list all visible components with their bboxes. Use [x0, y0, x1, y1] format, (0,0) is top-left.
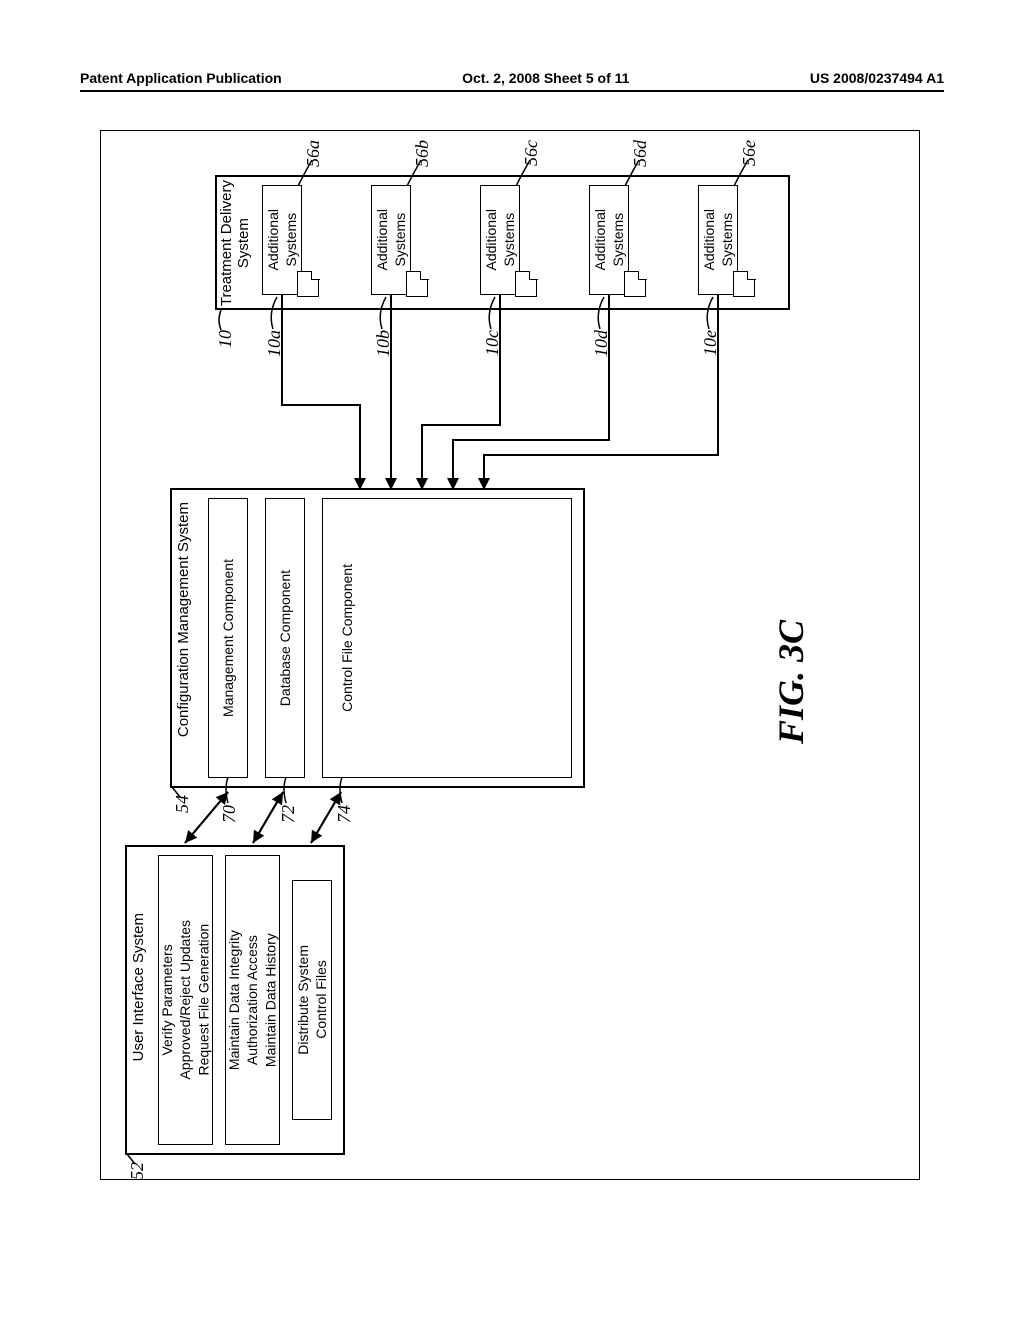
page-header: Patent Application Publication Oct. 2, 2…: [80, 70, 944, 92]
ref-10a: 10a: [264, 330, 285, 357]
tds-item-2-text: Additional Systems: [482, 209, 518, 271]
cms-comp-1-text: Management Component: [219, 559, 237, 717]
cms-comp-2: Database Component: [265, 498, 305, 778]
cms-comp-1: Management Component: [208, 498, 248, 778]
doc-icon-0: [297, 271, 319, 297]
tds-title: Treatment Delivery System: [218, 180, 252, 306]
ref-56d: 56d: [630, 140, 651, 167]
doc-icon-4: [733, 271, 755, 297]
tds-item-1-text: Additional Systems: [373, 209, 409, 271]
ref-10c: 10c: [482, 330, 503, 356]
doc-icon-1: [406, 271, 428, 297]
ui-box-2: Maintain Data Integrity Authorization Ac…: [225, 855, 280, 1145]
ref-10b: 10b: [373, 330, 394, 357]
ref-74: 74: [334, 805, 355, 823]
cms-comp-3-text: Control File Component: [338, 564, 356, 712]
cms-comp-3: Control File Component: [322, 498, 572, 778]
ref-52: 52: [127, 1162, 148, 1180]
cms-comp-2-text: Database Component: [276, 570, 294, 706]
tds-item-0-text: Additional Systems: [264, 209, 300, 271]
figure-label: FIG. 3C: [770, 620, 812, 744]
tds-item-3: Additional Systems: [589, 185, 629, 295]
ref-56b: 56b: [412, 140, 433, 167]
ui-box-1-text: Verify Parameters Approved/Reject Update…: [158, 920, 213, 1080]
ui-box-3: Distribute System Control Files: [292, 880, 332, 1120]
ref-56c: 56c: [521, 140, 542, 166]
header-center: Oct. 2, 2008 Sheet 5 of 11: [462, 70, 629, 86]
ref-10e: 10e: [700, 330, 721, 356]
tds-item-1: Additional Systems: [371, 185, 411, 295]
ref-10: 10: [215, 330, 236, 348]
tds-item-4: Additional Systems: [698, 185, 738, 295]
ui-box-1: Verify Parameters Approved/Reject Update…: [158, 855, 213, 1145]
tds-item-2: Additional Systems: [480, 185, 520, 295]
header-left: Patent Application Publication: [80, 70, 282, 86]
tds-item-4-text: Additional Systems: [700, 209, 736, 271]
header-right: US 2008/0237494 A1: [810, 70, 944, 86]
ref-56e: 56e: [739, 140, 760, 166]
doc-icon-3: [624, 271, 646, 297]
tds-item-0: Additional Systems: [262, 185, 302, 295]
page: Patent Application Publication Oct. 2, 2…: [0, 0, 1024, 1320]
ui-box-3-text: Distribute System Control Files: [294, 945, 330, 1055]
ui-system-title: User Interface System: [130, 913, 147, 1061]
ui-box-2-text: Maintain Data Integrity Authorization Ac…: [225, 930, 280, 1070]
tds-item-3-text: Additional Systems: [591, 209, 627, 271]
ref-70: 70: [219, 805, 240, 823]
ref-54: 54: [172, 795, 193, 813]
ref-10d: 10d: [591, 330, 612, 357]
doc-icon-2: [515, 271, 537, 297]
cms-title: Configuration Management System: [175, 502, 192, 737]
ref-72: 72: [278, 805, 299, 823]
ref-56a: 56a: [303, 140, 324, 167]
